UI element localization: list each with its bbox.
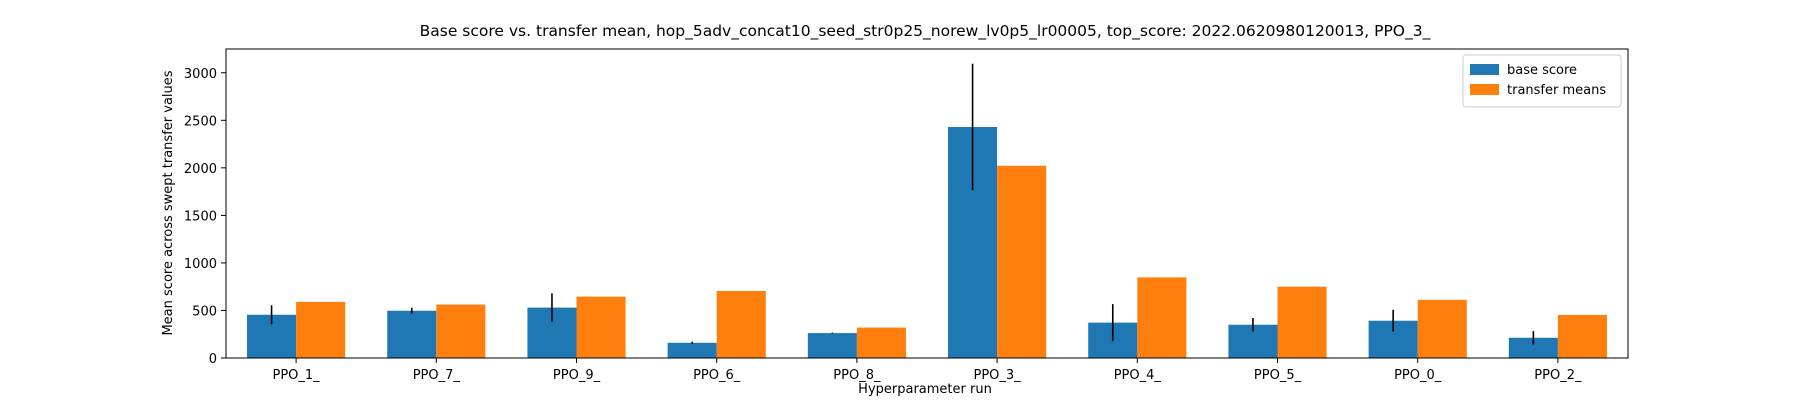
x-tick-label: PPO_1_: [273, 368, 321, 383]
bar-transfer-means: [1557, 314, 1607, 358]
axes-frame: [225, 48, 1629, 359]
y-tick-label: 3000: [184, 67, 217, 82]
legend-box: [1462, 54, 1622, 108]
x-tick-label: PPO_3_: [974, 368, 1022, 383]
bar-transfer-means: [1277, 286, 1327, 358]
legend-label: transfer means: [1507, 83, 1606, 98]
bar-transfer-means: [716, 290, 766, 358]
x-tick-label: PPO_5_: [1254, 368, 1302, 383]
y-tick-label: 0: [209, 352, 217, 367]
y-tick-label: 1000: [184, 257, 217, 272]
bar-transfer-means: [576, 296, 626, 358]
legend: base score transfer means: [1462, 54, 1622, 108]
legend-swatch: [1470, 64, 1499, 75]
y-tick-label: 2500: [184, 114, 217, 129]
legend-label: base score: [1507, 63, 1577, 78]
bar-base-score: [1508, 337, 1558, 358]
legend-swatch: [1470, 84, 1499, 95]
x-tick-label: PPO_2_: [1534, 368, 1582, 383]
bar-transfer-means: [296, 301, 346, 358]
y-tick-label: 500: [192, 304, 217, 319]
plot-area: PPO_1_ PPO_7_ PPO_9_ PPO_6_ PPO_8_ PPO_3_ PPO_…: [184, 48, 1629, 383]
x-axis-label: Hyperparameter run: [858, 382, 992, 397]
bar-transfer-means: [1137, 277, 1187, 358]
x-tick-label: PPO_6_: [693, 368, 741, 383]
bar-transfer-means: [436, 304, 486, 358]
bar-base-score: [667, 342, 717, 358]
bar-transfer-means: [856, 327, 906, 358]
bar-transfer-means: [997, 165, 1047, 358]
bar-transfer-means: [1417, 299, 1467, 358]
x-tick-label: PPO_7_: [413, 368, 461, 383]
y-tick-label: 2000: [184, 162, 217, 177]
chart-title: Base score vs. transfer mean, hop_5adv_c…: [420, 22, 1431, 41]
y-tick-label: 1500: [184, 209, 217, 224]
x-tick-label: PPO_0_: [1394, 368, 1442, 383]
x-tick-label: PPO_8_: [833, 368, 881, 383]
bar-base-score: [387, 310, 437, 358]
x-tick-label: PPO_9_: [553, 368, 601, 383]
bar-base-score: [807, 333, 857, 358]
y-axis-label: Mean score across swept transfer values: [161, 70, 176, 335]
x-tick-label: PPO_4_: [1114, 368, 1162, 383]
